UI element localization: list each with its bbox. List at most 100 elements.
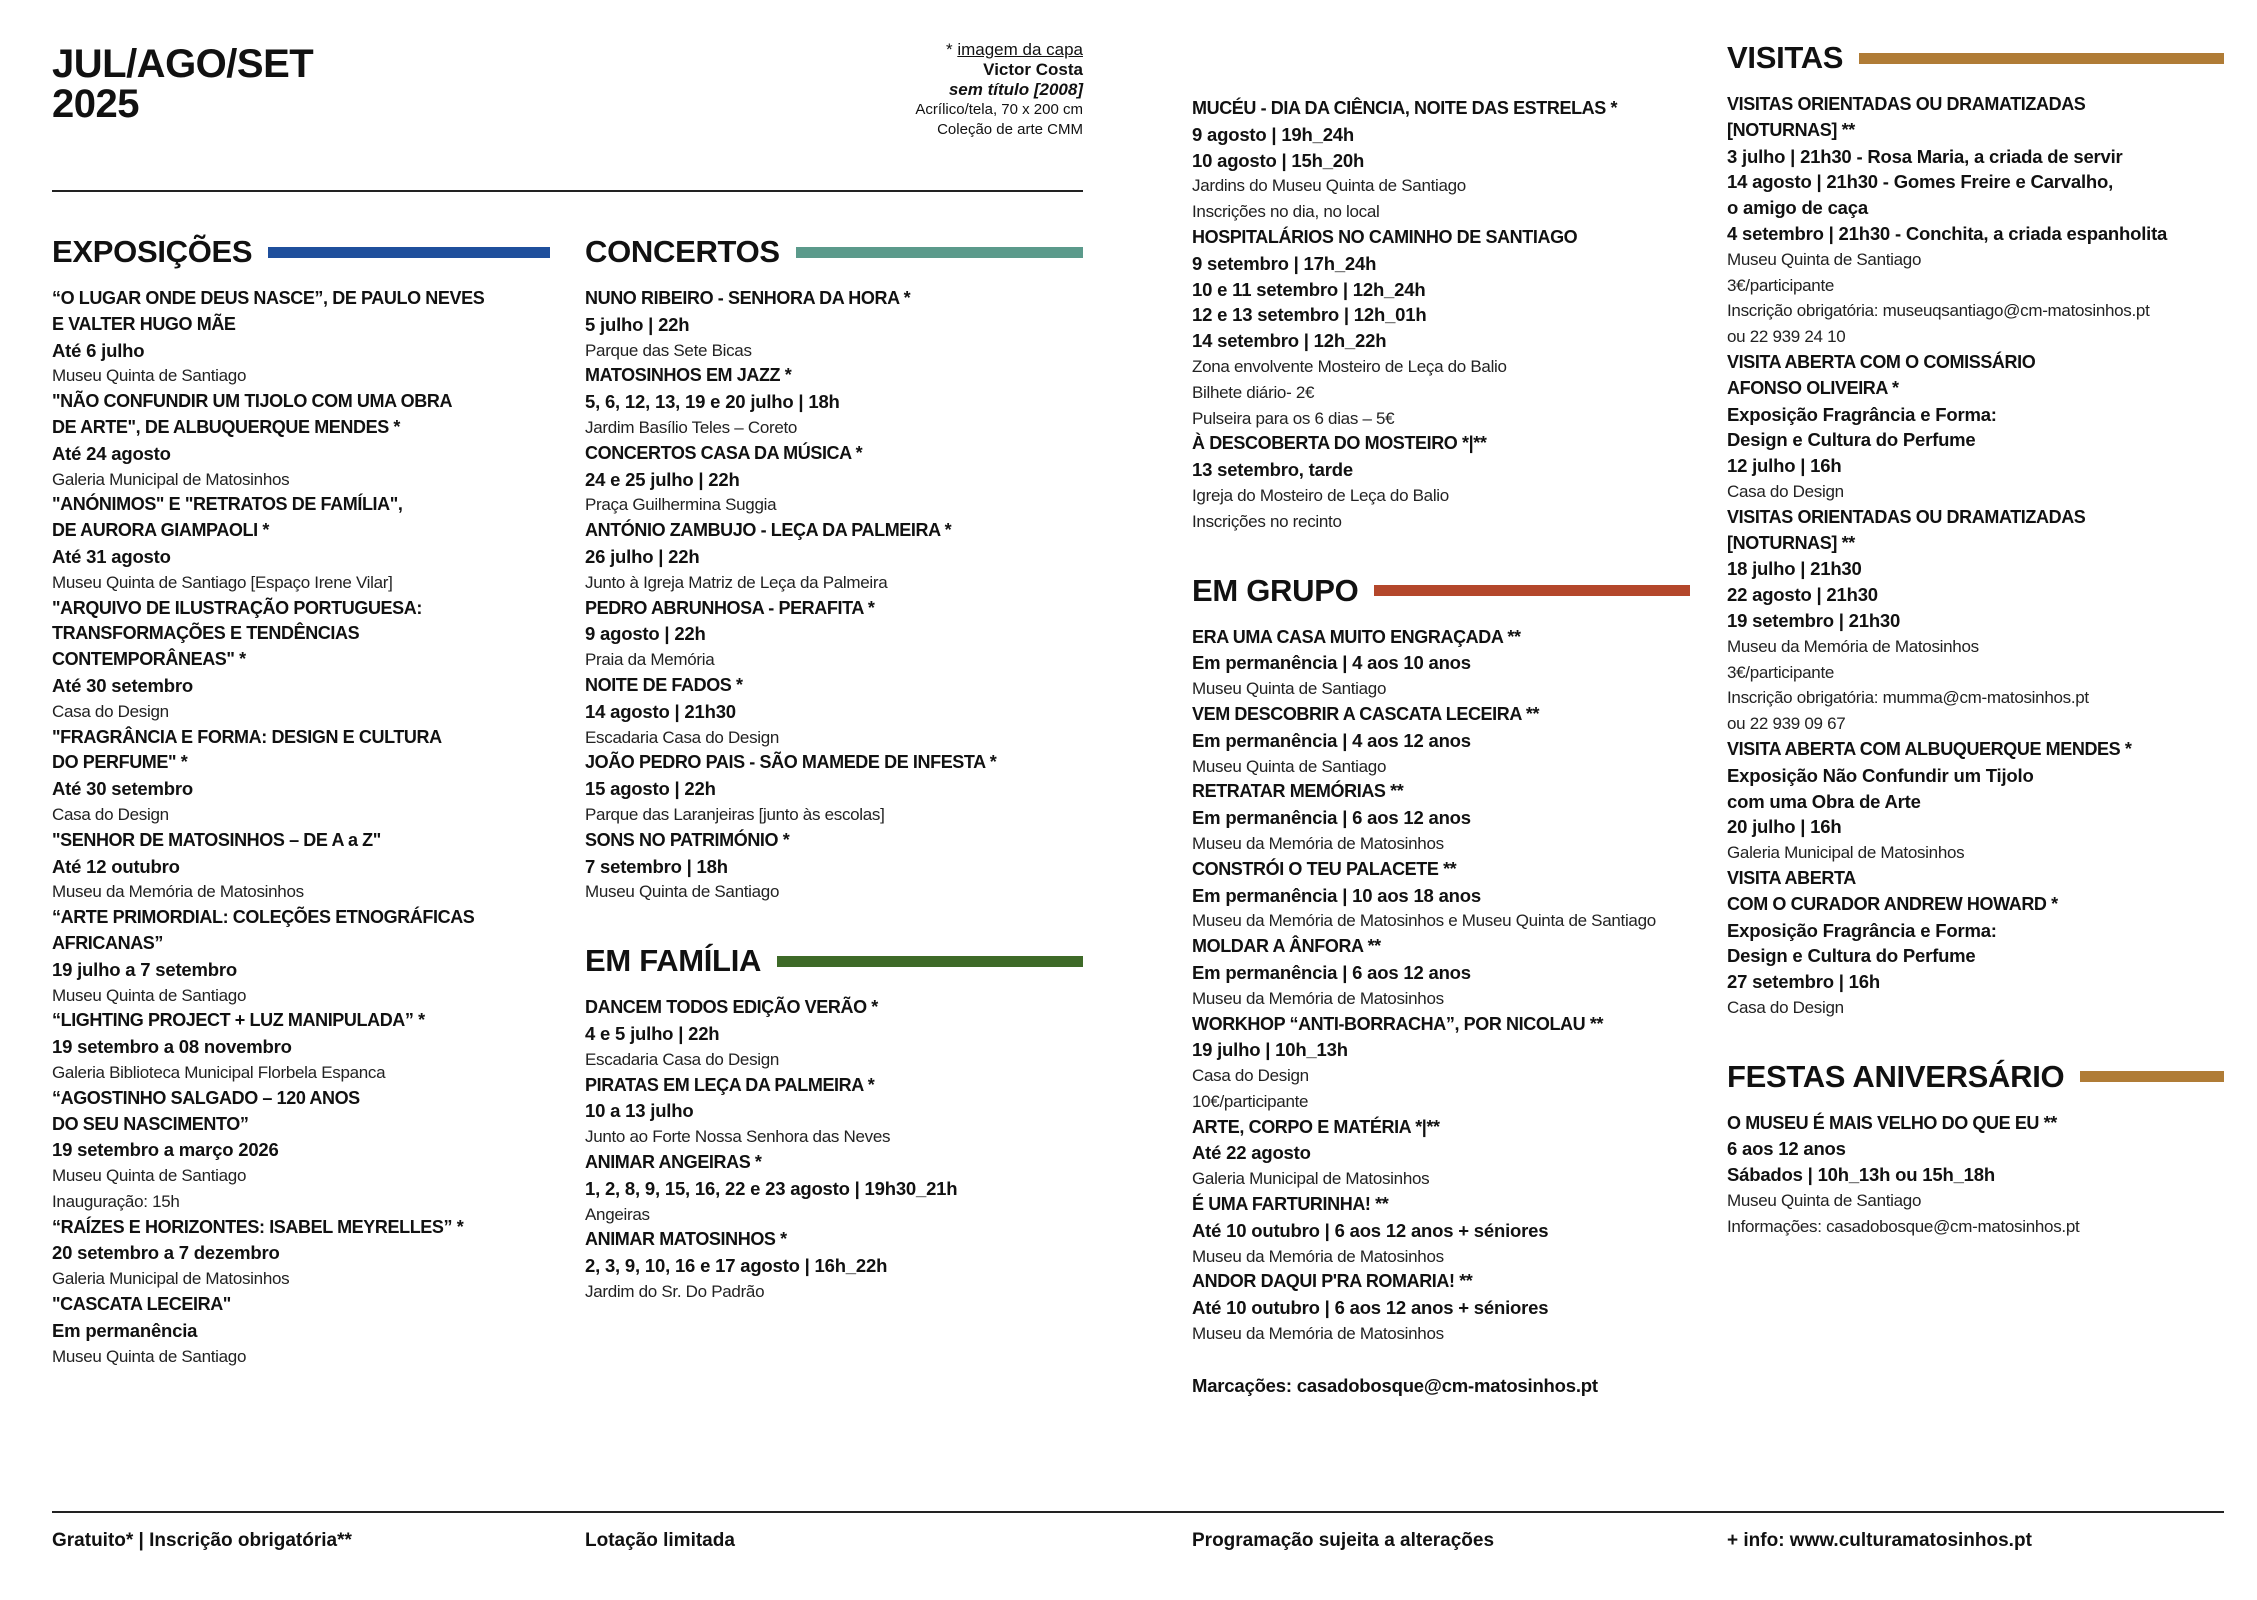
- event-date: Design e Cultura do Perfume: [1727, 945, 1976, 967]
- event-info: Inscrições no recinto: [1192, 511, 1342, 531]
- event-date: 2, 3, 9, 10, 16 e 17 agosto | 16h_22h: [585, 1255, 888, 1277]
- event-item: "ARQUIVO DE ILUSTRAÇÃO PORTUGUESA: TRANSF…: [52, 596, 550, 725]
- event-title: VISITA ABERTA COM O COMISSÁRIO: [1727, 351, 2036, 372]
- header-divider: [52, 190, 1083, 192]
- event-date: Em permanência | 6 aos 12 anos: [1192, 961, 1471, 983]
- event-info: Inscrição obrigatória: mumma@cm-matosinh…: [1727, 688, 2089, 708]
- event-title: O MUSEU É MAIS VELHO DO QUE EU **: [1727, 1112, 2057, 1133]
- event-title: PEDRO ABRUNHOSA - PERAFITA *: [585, 597, 875, 618]
- event-info: ou 22 939 24 10: [1727, 327, 1846, 347]
- event-info: Jardim Basílio Teles – Coreto: [585, 417, 798, 437]
- column-eventos-grupo: MUCÉU - DIA DA CIÊNCIA, NOITE DAS ESTREL…: [1192, 96, 1690, 1399]
- event-info: Parque das Sete Bicas: [585, 340, 752, 360]
- event-item: VISITAS ORIENTADAS OU DRAMATIZADAS [NOTUR…: [1727, 92, 2224, 350]
- event-info: Museu Quinta de Santiago: [1192, 756, 1387, 776]
- event-date: Até 31 agosto: [52, 545, 171, 567]
- event-title: DANCEM TODOS EDIÇÃO VERÃO *: [585, 997, 878, 1018]
- work-collection: Coleção de arte CMM: [937, 121, 1083, 138]
- event-title: "ARQUIVO DE ILUSTRAÇÃO PORTUGUESA:: [52, 597, 422, 618]
- event-item: VISITAS ORIENTADAS OU DRAMATIZADAS [NOTUR…: [1727, 505, 2224, 737]
- event-item: VISITA ABERTA COM O CURADOR ANDREW HOWARD…: [1727, 866, 2224, 1021]
- event-item: ANIMAR MATOSINHOS * 2, 3, 9, 10, 16 e 17 …: [585, 1227, 1083, 1304]
- event-date: 13 setembro, tarde: [1192, 459, 1353, 481]
- section-exposicoes: EXPOSIÇÕES “O LUGAR ONDE DEUS NASCE”, DE …: [52, 232, 550, 1369]
- event-item: "FRAGRÂNCIA E FORMA: DESIGN E CULTURA DO …: [52, 725, 550, 828]
- booking-note: Marcações: casadobosque@cm-matosinhos.pt: [1192, 1374, 1598, 1396]
- event-title: CONSTRÓI O TEU PALACETE **: [1192, 858, 1457, 879]
- event-date: 12 julho | 16h: [1727, 455, 1842, 477]
- event-title: “ARTE PRIMORDIAL: COLEÇÕES ETNOGRÁFICAS: [52, 907, 475, 928]
- section-title: VISITAS: [1727, 40, 1844, 75]
- event-item: ARTE, CORPO E MATÉRIA *|** Até 22 agosto G…: [1192, 1115, 1690, 1192]
- event-item: ANTÓNIO ZAMBUJO - LEÇA DA PALMEIRA * 26 j…: [585, 518, 1083, 595]
- event-info: Angeiras: [585, 1204, 650, 1224]
- event-info: Museu Quinta de Santiago: [585, 882, 780, 902]
- event-item: DANCEM TODOS EDIÇÃO VERÃO * 4 e 5 julho |…: [585, 995, 1083, 1072]
- event-item: ANIMAR ANGEIRAS * 1, 2, 8, 9, 15, 16, 22 …: [585, 1150, 1083, 1227]
- event-title: E VALTER HUGO MÃE: [52, 313, 236, 334]
- event-item: CONSTRÓI O TEU PALACETE ** Em permanência…: [1192, 857, 1690, 934]
- event-info: 3€/participante: [1727, 662, 1835, 682]
- event-item: "CASCATA LECEIRA" Em permanência Museu Qui…: [52, 1292, 550, 1369]
- event-date: 5, 6, 12, 13, 19 e 20 julho | 18h: [585, 391, 840, 413]
- event-info: 10€/participante: [1192, 1091, 1309, 1111]
- event-date: 10 agosto | 15h_20h: [1192, 149, 1365, 171]
- event-title: "SENHOR DE MATOSINHOS – DE A a Z": [52, 829, 381, 850]
- event-item: À DESCOBERTA DO MOSTEIRO *|** 13 setembro…: [1192, 431, 1690, 534]
- event-item: ERA UMA CASA MUITO ENGRAÇADA ** Em perman…: [1192, 625, 1690, 702]
- event-item: VEM DESCOBRIR A CASCATA LECEIRA ** Em per…: [1192, 702, 1690, 779]
- event-date: Até 10 outubro | 6 aos 12 anos + séniore…: [1192, 1219, 1549, 1241]
- section-color-bar: [777, 955, 1083, 967]
- event-info: Casa do Design: [1727, 481, 1844, 501]
- event-date: 24 e 25 julho | 22h: [585, 468, 740, 490]
- section-title: EM FAMÍLIA: [585, 943, 762, 979]
- event-info: Casa do Design: [52, 701, 169, 721]
- event-title: HOSPITALÁRIOS NO CAMINHO DE SANTIAGO: [1192, 226, 1578, 247]
- work-title: sem título [2008]: [948, 80, 1083, 99]
- footer-more-info[interactable]: + info: www.culturamatosinhos.pt: [1727, 1530, 2032, 1551]
- event-info: Igreja do Mosteiro de Leça do Balio: [1192, 485, 1449, 505]
- footer-legend: Gratuito* | Inscrição obrigatória**: [52, 1530, 352, 1551]
- event-date: 10 a 13 julho: [585, 1100, 694, 1122]
- event-date: Design e Cultura do Perfume: [1727, 429, 1976, 451]
- event-title: WORKHOP “ANTI-BORRACHA”, POR NICOLAU **: [1192, 1013, 1604, 1034]
- event-info: Zona envolvente Mosteiro de Leça do Bali…: [1192, 356, 1507, 376]
- event-title: ANTÓNIO ZAMBUJO - LEÇA DA PALMEIRA *: [585, 520, 952, 541]
- section-color-bar: [2080, 1071, 2224, 1083]
- event-title: MOLDAR A ÂNFORA **: [1192, 936, 1381, 957]
- event-date: 1, 2, 8, 9, 15, 16, 22 e 23 agosto | 19h…: [585, 1177, 958, 1199]
- cover-credit: * imagem da capa Victor Costa sem título…: [915, 40, 1083, 140]
- event-info: Inscrições no dia, no local: [1192, 202, 1380, 222]
- event-date: 9 agosto | 19h_24h: [1192, 123, 1354, 145]
- section-color-bar: [268, 246, 550, 258]
- event-date: Até 30 setembro: [52, 778, 193, 800]
- event-date: 19 setembro | 21h30: [1727, 609, 1901, 631]
- footer-divider: [52, 1511, 2224, 1513]
- event-title: AFONSO OLIVEIRA *: [1727, 377, 1899, 398]
- event-title: DE AURORA GIAMPAOLI *: [52, 520, 269, 541]
- section-eventos: MUCÉU - DIA DA CIÊNCIA, NOITE DAS ESTREL…: [1192, 96, 1690, 535]
- event-info: Junto à Igreja Matriz de Leça da Palmeir…: [585, 572, 888, 592]
- event-item: VISITA ABERTA COM ALBUQUERQUE MENDES * Ex…: [1727, 737, 2224, 866]
- event-date: 7 setembro | 18h: [585, 855, 728, 877]
- event-item: “AGOSTINHO SALGADO – 120 ANOS DO SEU NASC…: [52, 1086, 550, 1215]
- event-date: 9 setembro | 17h_24h: [1192, 252, 1377, 274]
- event-title: “LIGHTING PROJECT + LUZ MANIPULADA” *: [52, 1010, 425, 1031]
- event-info: Jardim do Sr. Do Padrão: [585, 1281, 765, 1301]
- footer-capacity: Lotação limitada: [585, 1530, 735, 1551]
- section-title: EM GRUPO: [1192, 572, 1359, 608]
- event-title: ANIMAR MATOSINHOS *: [585, 1229, 787, 1250]
- section-grupo: EM GRUPO ERA UMA CASA MUITO ENGRAÇADA ** E…: [1192, 571, 1690, 1399]
- event-info: Museu da Memória de Matosinhos: [52, 882, 304, 902]
- artist-name: Victor Costa: [983, 60, 1083, 79]
- event-date: 5 julho | 22h: [585, 313, 690, 335]
- event-item: VISITA ABERTA COM O COMISSÁRIO AFONSO OLI…: [1727, 350, 2224, 505]
- event-date: 14 setembro | 12h_22h: [1192, 330, 1387, 352]
- section-familia: EM FAMÍLIA DANCEM TODOS EDIÇÃO VERÃO * 4 e…: [585, 941, 1083, 1305]
- event-item: “O LUGAR ONDE DEUS NASCE”, DE PAULO NEVE…: [52, 286, 550, 389]
- event-info: Parque das Laranjeiras [junto às escolas…: [585, 804, 885, 824]
- event-title: ERA UMA CASA MUITO ENGRAÇADA **: [1192, 626, 1521, 647]
- page-title: JUL/AGO/SET 2025: [52, 44, 314, 124]
- event-title: "CASCATA LECEIRA": [52, 1294, 231, 1315]
- event-item: O MUSEU É MAIS VELHO DO QUE EU ** 6 aos 1…: [1727, 1111, 2224, 1240]
